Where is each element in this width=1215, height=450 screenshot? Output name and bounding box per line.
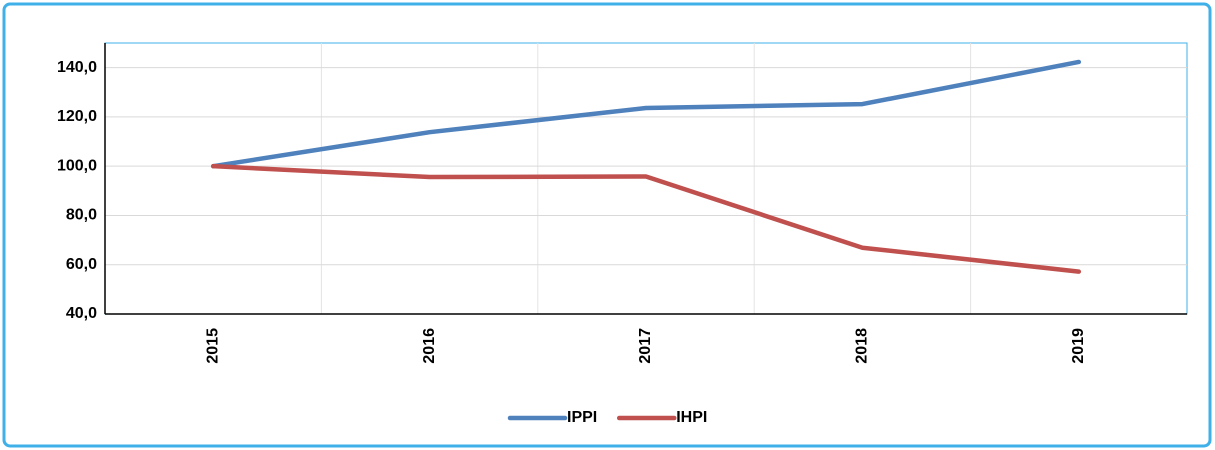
x-tick-label: 2019 bbox=[1070, 328, 1087, 364]
y-tick-label: 40,0 bbox=[66, 305, 97, 322]
x-tick-label: 2018 bbox=[854, 328, 871, 364]
y-tick-label: 100,0 bbox=[57, 157, 97, 174]
legend-label: IHPI bbox=[676, 409, 707, 426]
y-tick-label: 120,0 bbox=[57, 108, 97, 125]
legend-label: IPPI bbox=[567, 409, 597, 426]
x-tick-label: 2015 bbox=[204, 328, 221, 364]
y-tick-label: 80,0 bbox=[66, 207, 97, 224]
series-line bbox=[210, 59, 1082, 169]
y-tick-label: 140,0 bbox=[57, 59, 97, 76]
x-tick-label: 2016 bbox=[421, 328, 438, 364]
series-line bbox=[210, 163, 1082, 274]
x-tick-label: 2017 bbox=[637, 328, 654, 364]
y-tick-label: 60,0 bbox=[66, 256, 97, 273]
